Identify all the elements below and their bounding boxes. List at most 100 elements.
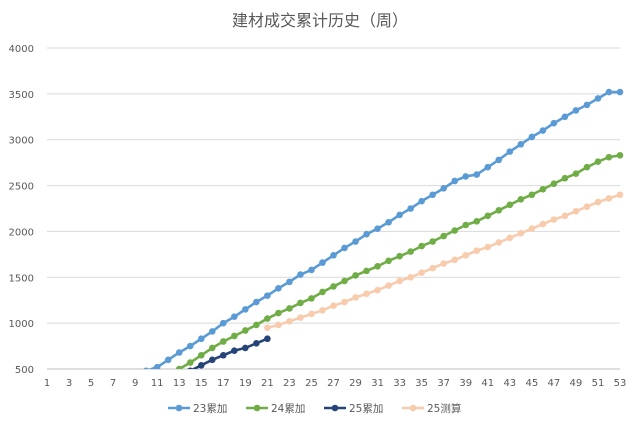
data-point [407,205,414,212]
data-point [495,156,503,164]
data-point [253,321,260,329]
data-point [208,344,216,352]
data-point [528,133,536,141]
legend-item: 24累加 [246,403,305,415]
data-point [528,191,536,199]
data-point [352,272,359,279]
y-tick-label: 3000 [9,136,34,147]
data-point [594,198,602,206]
data-point [297,271,304,278]
legend: 23累加 24累加 25累加 25测算 [168,402,461,415]
legend-item: 25测算 [402,402,461,415]
data-point [539,127,547,134]
chart-title: 建材成交累计历史（周） [232,11,408,30]
data-point [297,314,304,321]
data-point [374,286,381,294]
data-point [341,277,348,285]
data-point [572,207,580,215]
data-point [242,344,249,352]
data-point [550,216,558,223]
data-point [363,230,370,238]
y-tick-label: 500 [15,365,34,376]
data-point [264,324,271,332]
legend-item: 23累加 [168,403,227,415]
data-point [385,218,392,226]
data-point [561,212,569,220]
x-tick-label: 37 [437,378,450,389]
data-point [143,367,149,369]
data-point [197,362,205,369]
data-point [594,158,602,166]
data-point [429,191,436,199]
y-axis-ticks: 500 1000 1500 2000 2500 3000 3500 4000 [9,44,34,376]
data-point [528,225,536,232]
data-point [352,238,359,245]
data-point [363,290,370,298]
data-point [330,283,337,290]
data-point [385,257,392,265]
data-point [164,356,172,364]
data-point [484,212,492,220]
data-point [550,180,558,188]
data-point [616,152,624,159]
data-point [308,295,315,302]
x-tick-label: 23 [283,378,296,389]
data-point [186,342,194,350]
x-tick-label: 13 [173,378,186,389]
x-tick-label: 35 [415,378,428,389]
data-point [341,298,348,306]
x-tick-label: 29 [349,378,362,389]
data-point [583,101,591,109]
data-point [330,302,337,310]
series-2 [175,152,624,369]
data-point [396,211,403,219]
data-point [605,88,613,96]
x-tick-label: 7 [110,378,116,389]
x-tick-label: 17 [217,378,230,389]
x-tick-label: 31 [371,378,384,389]
x-axis-ticks: 1 3 5 7 9 11 13 15 17 19 21 23 25 27 29 31 33 35 37 39 41 43 4… [44,378,627,389]
data-point [473,247,481,254]
data-point [363,267,370,275]
y-tick-label: 2000 [9,227,34,238]
x-tick-label: 1 [44,378,50,389]
x-tick-label: 53 [614,378,627,389]
data-point [297,299,304,307]
data-point [495,207,503,214]
data-point [197,351,205,359]
data-point [539,220,547,228]
data-point [286,318,293,325]
data-point [572,107,580,114]
legend-label: 23累加 [193,403,227,415]
data-point [517,141,525,148]
data-point [473,218,481,225]
data-point [440,185,447,192]
data-point [286,278,293,286]
data-point [231,347,238,354]
data-point [440,260,447,267]
data-point [495,239,503,246]
data-point [352,294,359,301]
data-point [484,163,492,171]
x-tick-label: 41 [481,378,494,389]
x-tick-label: 5 [88,378,94,389]
data-point [616,191,624,199]
data-point [231,332,238,340]
data-point [418,242,425,250]
data-point [242,327,249,334]
data-point [616,88,624,96]
x-tick-label: 15 [195,378,208,389]
data-point [583,203,591,210]
series-3 [187,335,271,369]
x-tick-label: 11 [151,378,164,389]
data-point [451,256,459,264]
data-point [429,264,436,272]
series-1 [143,88,624,369]
data-point [341,244,348,252]
x-tick-label: 33 [393,378,406,389]
data-point [561,174,569,182]
data-point [506,201,514,209]
data-point [484,243,492,251]
data-point [451,227,459,234]
legend-marker [253,404,261,412]
